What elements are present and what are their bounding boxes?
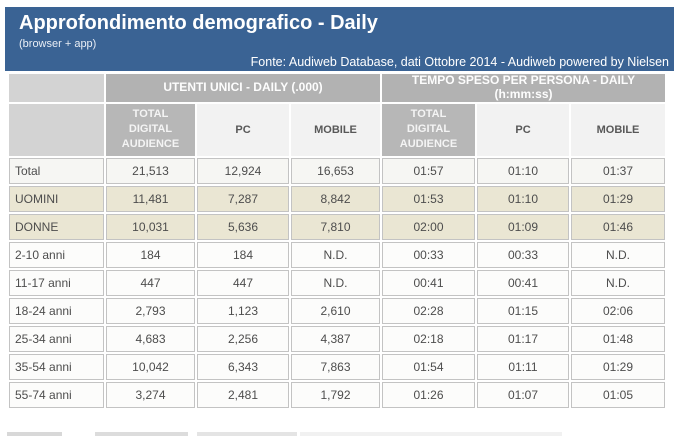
column-header-pc-time: PC xyxy=(477,103,569,156)
page-subtitle: (browser + app) xyxy=(19,38,97,50)
data-cell: 02:18 xyxy=(382,325,475,352)
data-cell: 01:26 xyxy=(382,381,475,408)
data-cell: 10,042 xyxy=(106,353,195,380)
group-header-row: UTENTI UNICI - DAILY (.000) TEMPO SPESO … xyxy=(9,74,665,102)
column-header-mobile-time: MOBILE xyxy=(571,103,665,156)
data-cell: 01:09 xyxy=(477,213,569,240)
data-cell: 21,513 xyxy=(106,157,195,184)
data-cell: N.D. xyxy=(291,241,380,268)
data-cell: 4,683 xyxy=(106,325,195,352)
group-header-tempo-speso: TEMPO SPESO PER PERSONA - DAILY (h:mm:ss… xyxy=(382,74,665,102)
source-note: Fonte: Audiweb Database, dati Ottobre 20… xyxy=(250,55,669,69)
data-cell: 01:17 xyxy=(477,325,569,352)
cutoff-next-table-cell xyxy=(300,432,562,436)
sub-header-row: TOTAL DIGITAL AUDIENCE PC MOBILE TOTAL D… xyxy=(9,103,665,156)
data-cell: 01:53 xyxy=(382,185,475,212)
row-label: 55-74 anni xyxy=(9,381,104,408)
column-header-pc-users: PC xyxy=(197,103,289,156)
row-label: UOMINI xyxy=(9,185,104,212)
table-row: 25-34 anni 4,683 2,256 4,387 02:18 01:17 01:48 xyxy=(9,325,665,352)
table-row: Total 21,513 12,924 16,653 01:57 01:10 01:37 xyxy=(9,157,665,184)
cutoff-next-table-cell xyxy=(197,432,297,436)
group-header-utenti-unici: UTENTI UNICI - DAILY (.000) xyxy=(106,74,380,102)
data-cell: N.D. xyxy=(291,269,380,296)
data-cell: 01:46 xyxy=(571,213,665,240)
demographics-table: UTENTI UNICI - DAILY (.000) TEMPO SPESO … xyxy=(7,72,667,410)
data-cell: 01:15 xyxy=(477,297,569,324)
data-cell: 02:00 xyxy=(382,213,475,240)
table-row: UOMINI 11,481 7,287 8,842 01:53 01:10 01:29 xyxy=(9,185,665,212)
corner-cell-bottom xyxy=(9,103,104,156)
data-cell: 00:33 xyxy=(382,241,475,268)
data-cell: 447 xyxy=(197,269,289,296)
data-cell: 00:41 xyxy=(477,269,569,296)
data-cell: 12,924 xyxy=(197,157,289,184)
data-cell: 7,810 xyxy=(291,213,380,240)
data-cell: 2,793 xyxy=(106,297,195,324)
row-label: 25-34 anni xyxy=(9,325,104,352)
data-cell: 01:54 xyxy=(382,353,475,380)
data-cell: 5,636 xyxy=(197,213,289,240)
cutoff-next-table-cell xyxy=(95,432,188,436)
table-row: 11-17 anni 447 447 N.D. 00:41 00:41 N.D. xyxy=(9,269,665,296)
data-cell: 01:05 xyxy=(571,381,665,408)
data-cell: 447 xyxy=(106,269,195,296)
table-row: 2-10 anni 184 184 N.D. 00:33 00:33 N.D. xyxy=(9,241,665,268)
data-cell: 01:57 xyxy=(382,157,475,184)
data-cell: 4,387 xyxy=(291,325,380,352)
data-cell: 6,343 xyxy=(197,353,289,380)
table-row: 55-74 anni 3,274 2,481 1,792 01:26 01:07 01:05 xyxy=(9,381,665,408)
row-label: 35-54 anni xyxy=(9,353,104,380)
header-banner: Approfondimento demografico - Daily (bro… xyxy=(5,7,674,71)
data-cell: 2,256 xyxy=(197,325,289,352)
data-cell: 10,031 xyxy=(106,213,195,240)
page-title: Approfondimento demografico - Daily xyxy=(19,12,378,34)
data-cell: 01:29 xyxy=(571,185,665,212)
data-cell: 01:29 xyxy=(571,353,665,380)
data-cell: 184 xyxy=(106,241,195,268)
row-label: DONNE xyxy=(9,213,104,240)
data-cell: 2,481 xyxy=(197,381,289,408)
data-cell: 00:41 xyxy=(382,269,475,296)
column-header-total-digital-audience-time: TOTAL DIGITAL AUDIENCE xyxy=(382,103,475,156)
row-label: 11-17 anni xyxy=(9,269,104,296)
data-cell: 184 xyxy=(197,241,289,268)
data-cell: 1,123 xyxy=(197,297,289,324)
data-cell: N.D. xyxy=(571,269,665,296)
table-row: DONNE 10,031 5,636 7,810 02:00 01:09 01:46 xyxy=(9,213,665,240)
data-cell: 01:11 xyxy=(477,353,569,380)
corner-cell-top xyxy=(9,74,104,102)
data-cell: 01:07 xyxy=(477,381,569,408)
row-label: 18-24 anni xyxy=(9,297,104,324)
data-cell: 8,842 xyxy=(291,185,380,212)
data-cell: 7,863 xyxy=(291,353,380,380)
data-cell: 11,481 xyxy=(106,185,195,212)
data-cell: 00:33 xyxy=(477,241,569,268)
column-header-mobile-users: MOBILE xyxy=(291,103,380,156)
data-cell: 01:48 xyxy=(571,325,665,352)
data-cell: 02:06 xyxy=(571,297,665,324)
data-cell: 01:10 xyxy=(477,157,569,184)
table-row: 18-24 anni 2,793 1,123 2,610 02:28 01:15 02:06 xyxy=(9,297,665,324)
column-header-total-digital-audience-users: TOTAL DIGITAL AUDIENCE xyxy=(106,103,195,156)
data-cell: 2,610 xyxy=(291,297,380,324)
row-label: Total xyxy=(9,157,104,184)
table-body: Total 21,513 12,924 16,653 01:57 01:10 01:37 UO… xyxy=(9,157,665,408)
data-cell: 1,792 xyxy=(291,381,380,408)
data-cell: 3,274 xyxy=(106,381,195,408)
row-label: 2-10 anni xyxy=(9,241,104,268)
data-cell: 01:37 xyxy=(571,157,665,184)
data-cell: 02:28 xyxy=(382,297,475,324)
cutoff-next-table-cell xyxy=(7,432,62,436)
data-cell: N.D. xyxy=(571,241,665,268)
table-row: 35-54 anni 10,042 6,343 7,863 01:54 01:11 01:2… xyxy=(9,353,665,380)
data-cell: 16,653 xyxy=(291,157,380,184)
data-cell: 7,287 xyxy=(197,185,289,212)
data-cell: 01:10 xyxy=(477,185,569,212)
